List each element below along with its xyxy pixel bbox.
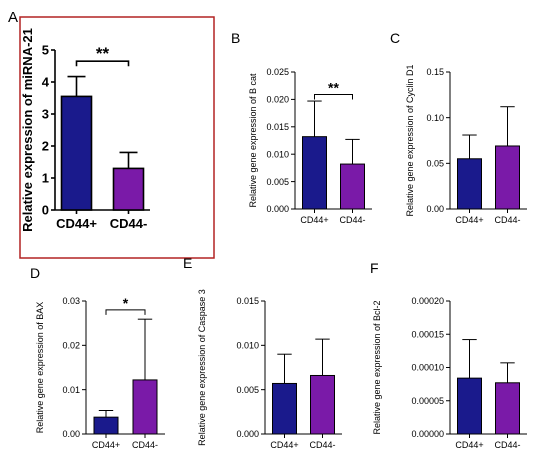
y-tick-label: 0.01 bbox=[62, 385, 80, 395]
y-tick-label: 0.020 bbox=[266, 95, 289, 105]
panel-letter: E bbox=[183, 255, 192, 271]
x-category-label: CD44+ bbox=[92, 440, 120, 450]
x-category-label: CD44- bbox=[110, 216, 148, 231]
y-tick-label: 0.00 bbox=[62, 429, 80, 439]
bar-cd44-neg bbox=[132, 379, 158, 435]
bar-cd44-neg bbox=[495, 145, 520, 210]
y-axis-label: Relative gene expression of B cat bbox=[248, 73, 258, 208]
x-category-label: CD44+ bbox=[300, 215, 328, 225]
bar-cd44-neg bbox=[310, 374, 335, 435]
bar-cd44-pos bbox=[302, 136, 327, 210]
y-tick-label: 0.05 bbox=[426, 158, 444, 168]
y-axis-label: Relative gene expression of Bcl-2 bbox=[372, 300, 382, 434]
x-category-label: CD44+ bbox=[56, 216, 97, 231]
chart-panel-b: B 0.000 0.005 0.010 0.015 0.020 0.025 CD44+ CD44… bbox=[231, 30, 372, 225]
y-tick-label: 0 bbox=[42, 203, 49, 218]
significance-marker: ** bbox=[96, 44, 110, 63]
significance-marker: * bbox=[123, 295, 129, 311]
y-axis-label: Relative gene expression of Cyclin D1 bbox=[405, 64, 415, 216]
y-tick-label: 0.00000 bbox=[411, 429, 444, 439]
panel-letter: A bbox=[8, 9, 18, 26]
y-tick-label: 3 bbox=[42, 107, 49, 122]
y-tick-label: 0.00 bbox=[426, 204, 444, 214]
bar-cd44-pos bbox=[93, 416, 119, 435]
y-tick-label: 5 bbox=[42, 43, 49, 58]
bar-cd44-neg bbox=[112, 167, 145, 211]
significance-marker: ** bbox=[328, 79, 339, 95]
chart-panel-d: D 0.00 0.01 0.02 0.03 CD44+ CD44- * Relative gen… bbox=[30, 265, 165, 450]
y-tick-label: 0.005 bbox=[236, 385, 259, 395]
y-tick-label: 0.010 bbox=[236, 340, 259, 350]
x-category-label: CD44- bbox=[494, 215, 520, 225]
bar-cd44-pos bbox=[60, 95, 93, 211]
y-tick-label: 4 bbox=[42, 75, 50, 90]
y-tick-label: 0.025 bbox=[266, 67, 289, 77]
y-tick-label: 0.00005 bbox=[411, 396, 444, 406]
y-tick-label: 0.03 bbox=[62, 296, 80, 306]
y-tick-label: 0.00015 bbox=[411, 329, 444, 339]
chart-panel-e: E 0.000 0.005 0.010 0.015 CD44+ CD44- Relative … bbox=[183, 255, 342, 450]
x-category-label: CD44+ bbox=[455, 215, 483, 225]
bar-cd44-neg bbox=[495, 382, 520, 435]
x-category-label: CD44- bbox=[132, 440, 158, 450]
panel-letter: C bbox=[390, 30, 400, 46]
y-tick-label: 0.00010 bbox=[411, 363, 444, 373]
bar-cd44-pos bbox=[457, 377, 482, 435]
chart-panel-f: F 0.00000 0.00005 0.00010 0.00015 0.00020 CD44… bbox=[370, 260, 527, 450]
bar-cd44-neg bbox=[340, 163, 365, 210]
x-category-label: CD44- bbox=[309, 440, 335, 450]
panel-a-highlight-box bbox=[19, 16, 215, 259]
panel-letter: D bbox=[30, 265, 40, 281]
y-tick-label: 0.15 bbox=[426, 67, 444, 77]
x-category-label: CD44+ bbox=[455, 440, 483, 450]
chart-panel-c: C 0.00 0.05 0.10 0.15 CD44+ CD44- Relative gene… bbox=[390, 30, 527, 225]
panel-letter: B bbox=[231, 30, 240, 46]
y-tick-label: 0.02 bbox=[62, 340, 80, 350]
x-category-label: CD44- bbox=[339, 215, 365, 225]
y-tick-label: 0.000 bbox=[266, 204, 289, 214]
y-tick-label: 0.000 bbox=[236, 429, 259, 439]
y-tick-label: 0.00020 bbox=[411, 296, 444, 306]
y-tick-label: 2 bbox=[42, 139, 49, 154]
bar-cd44-pos bbox=[272, 382, 297, 435]
significance-bracket bbox=[105, 309, 146, 315]
x-category-label: CD44+ bbox=[270, 440, 298, 450]
y-tick-label: 0.010 bbox=[266, 149, 289, 159]
y-tick-label: 0.015 bbox=[266, 122, 289, 132]
x-category-label: CD44- bbox=[494, 440, 520, 450]
y-tick-label: 1 bbox=[42, 171, 49, 186]
y-axis-label: Relative gene expression of Caspase 3 bbox=[197, 289, 207, 446]
y-axis-label: Relative gene expression of BAX bbox=[35, 302, 45, 434]
y-axis-label: Relative expression of miRNA-21 bbox=[20, 28, 35, 232]
y-tick-label: 0.10 bbox=[426, 113, 444, 123]
significance-bracket bbox=[75, 60, 130, 67]
y-tick-label: 0.005 bbox=[266, 177, 289, 187]
significance-bracket bbox=[314, 93, 353, 100]
y-tick-label: 0.015 bbox=[236, 296, 259, 306]
bar-cd44-pos bbox=[457, 158, 482, 210]
panel-letter: F bbox=[370, 260, 379, 276]
chart-panel-a: A 0 1 2 3 4 5 CD44+ CD44- ** Relative expression o… bbox=[8, 9, 150, 232]
